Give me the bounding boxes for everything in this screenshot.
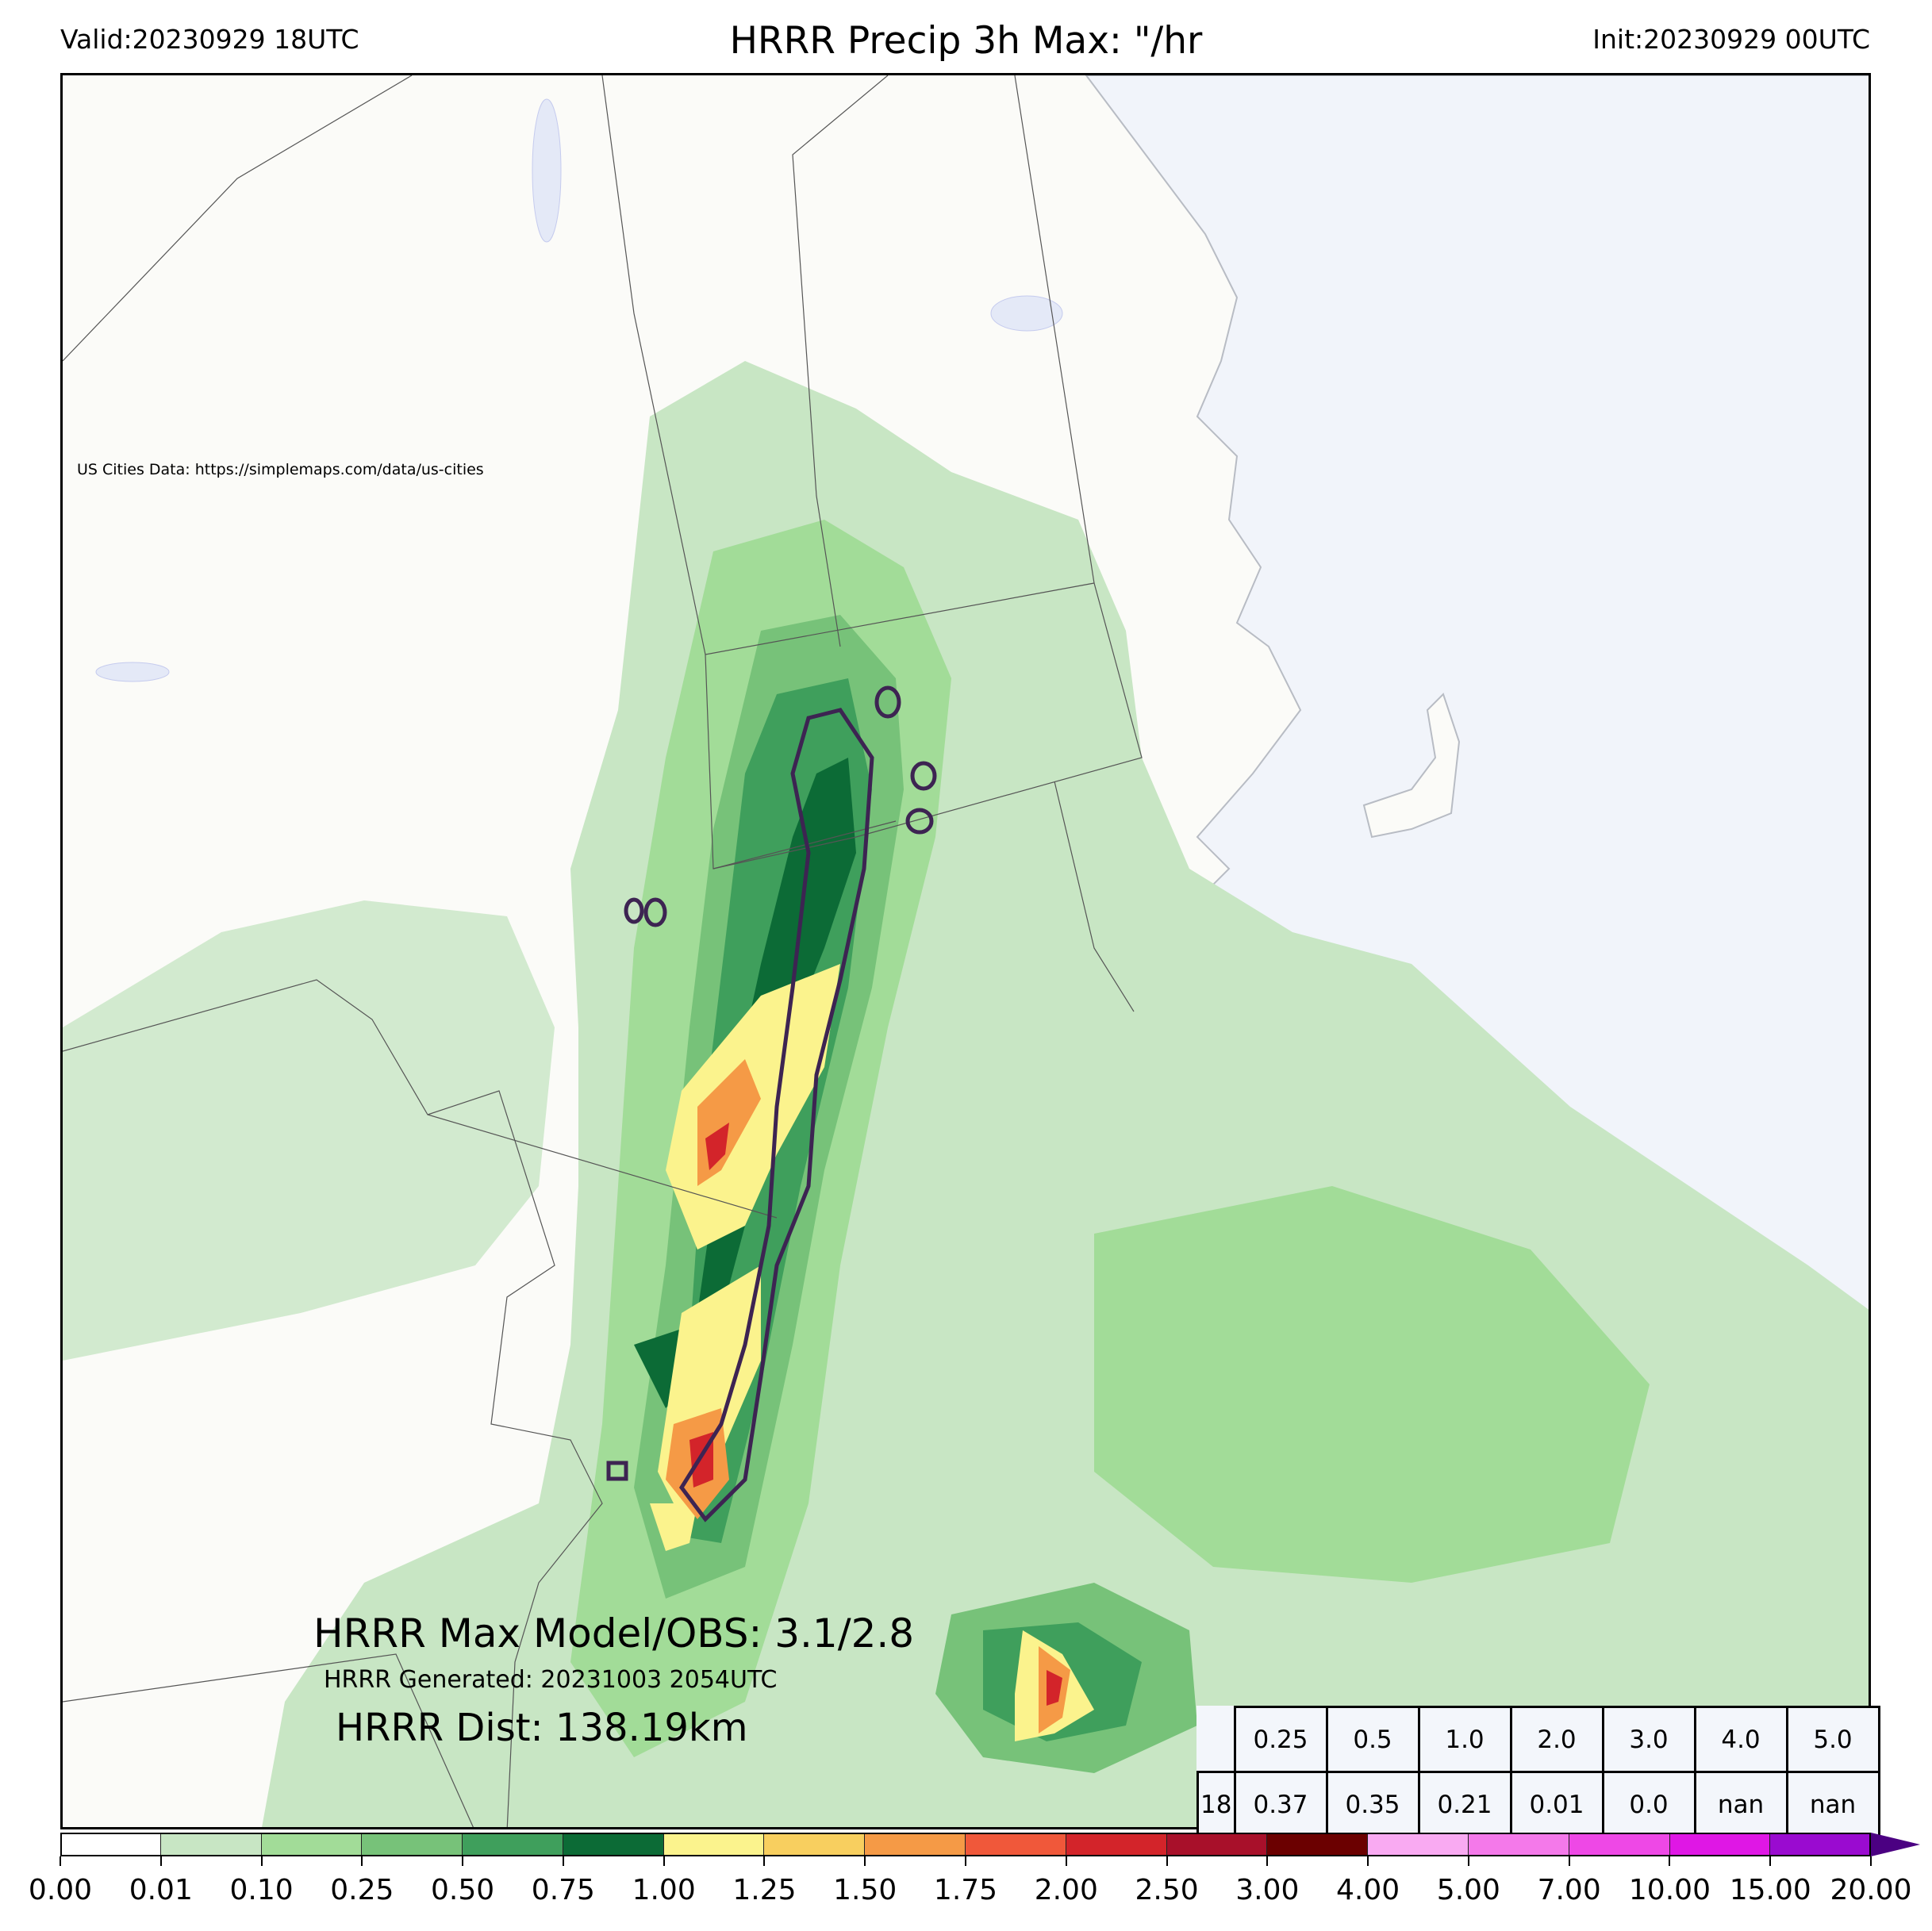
colorbar-segment	[1468, 1833, 1569, 1856]
colorbar-tick-label: 5.00	[1436, 1874, 1500, 1906]
colorbar-segment	[362, 1833, 463, 1856]
threshold-cell: 4.0	[1693, 1706, 1788, 1773]
row-label-cell: 18	[1196, 1771, 1236, 1838]
precip-map: US Cities Data: https://simplemaps.com/d…	[60, 73, 1871, 1829]
colorbar-tick	[1065, 1856, 1067, 1866]
threshold-cell: 0.5	[1325, 1706, 1420, 1773]
colorbar-tick	[1367, 1856, 1369, 1866]
valid-time: Valid:20230929 18UTC	[60, 24, 359, 55]
value-cell: 0.37	[1233, 1771, 1328, 1838]
colorbar	[60, 1833, 1872, 1856]
colorbar-segment	[1166, 1833, 1268, 1856]
colorbar-tick-label: 0.00	[28, 1874, 93, 1906]
value-cell: 0.0	[1601, 1771, 1696, 1838]
colorbar-extend-arrow	[1871, 1833, 1920, 1856]
precip-shading	[63, 361, 1869, 1827]
colorbar-tick-label: 1.50	[833, 1874, 897, 1906]
colorbar-segment	[1368, 1833, 1469, 1856]
colorbar-tick	[159, 1856, 162, 1866]
colorbar-tick-label: 0.75	[531, 1874, 595, 1906]
colorbar-tick-label: 10.00	[1628, 1874, 1711, 1906]
colorbar-tick-label: 3.00	[1235, 1874, 1300, 1906]
chart-title: HRRR Precip 3h Max: "/hr	[729, 19, 1203, 63]
colorbar-segment	[663, 1833, 765, 1856]
colorbar-segment	[463, 1833, 563, 1856]
value-row: 18 0.37 0.35 0.21 0.01 0.0 nan nan	[1196, 1771, 1880, 1838]
colorbar-tick	[1568, 1856, 1570, 1866]
colorbar-tick	[1769, 1856, 1772, 1866]
value-cell: 0.21	[1417, 1771, 1512, 1838]
colorbar-tick	[1467, 1856, 1469, 1866]
colorbar-tick-label: 0.10	[229, 1874, 294, 1906]
colorbar-tick-label: 20.00	[1830, 1874, 1912, 1906]
colorbar-tick-label: 1.25	[732, 1874, 797, 1906]
colorbar-segment	[1267, 1833, 1369, 1856]
colorbar-tick	[462, 1856, 464, 1866]
colorbar-tick	[965, 1856, 966, 1866]
threshold-row: 0.25 0.5 1.0 2.0 3.0 4.0 5.0	[1198, 1706, 1880, 1773]
cape-cod	[1362, 693, 1461, 839]
colorbar-tick-label: 1.75	[933, 1874, 998, 1906]
colorbar-segment	[261, 1833, 363, 1856]
colorbar-segment	[865, 1833, 966, 1856]
blank-cell	[1198, 1707, 1235, 1772]
threshold-cell: 5.0	[1785, 1706, 1880, 1773]
value-cell: nan	[1693, 1771, 1788, 1838]
colorbar-ticks: 0.00 0.01 0.10 0.25 0.50 0.75 1.00 1.25 1.50 1.75…	[0, 1856, 1932, 1931]
colorbar-segment	[1669, 1833, 1771, 1856]
data-credit: US Cities Data: https://simplemaps.com/d…	[77, 461, 484, 478]
lake-winnipesaukee	[990, 295, 1063, 332]
colorbar-tick-label: 1.00	[632, 1874, 696, 1906]
value-cell: nan	[1785, 1771, 1880, 1838]
threshold-cell: 0.25	[1233, 1706, 1328, 1773]
init-time: Init:20230929 00UTC	[1592, 24, 1870, 55]
value-cell: 0.01	[1509, 1771, 1604, 1838]
colorbar-tick	[60, 1856, 61, 1866]
colorbar-segment	[764, 1833, 866, 1856]
colorbar-tick	[1166, 1856, 1168, 1866]
value-cell: 0.35	[1325, 1771, 1420, 1838]
threshold-cell: 1.0	[1417, 1706, 1512, 1773]
colorbar-segment	[1066, 1833, 1167, 1856]
ny-lake	[95, 662, 170, 682]
colorbar-tick	[260, 1856, 263, 1866]
colorbar-segment	[160, 1833, 262, 1856]
colorbar-tick	[663, 1856, 665, 1866]
colorbar-frame	[60, 1833, 1871, 1856]
colorbar-tick	[361, 1856, 363, 1866]
colorbar-tick	[1870, 1856, 1872, 1866]
colorbar-tick	[1266, 1856, 1269, 1866]
colorbar-segment	[563, 1833, 664, 1856]
colorbar-tick	[562, 1856, 564, 1866]
observed-contour	[606, 685, 937, 1522]
colorbar-tick-label: 15.00	[1729, 1874, 1811, 1906]
colorbar-tick-label: 0.01	[129, 1874, 193, 1906]
lake-champlain	[532, 98, 562, 243]
colorbar-tick	[763, 1856, 766, 1866]
colorbar-tick-label: 4.00	[1336, 1874, 1400, 1906]
generated-label: HRRR Generated: 20231003 2054UTC	[324, 1666, 778, 1694]
threshold-cell: 2.0	[1509, 1706, 1604, 1773]
colorbar-tick-label: 7.00	[1537, 1874, 1601, 1906]
stats-table: 0.25 0.5 1.0 2.0 3.0 4.0 5.0 18 0.37 0.3…	[1196, 1706, 1880, 1838]
colorbar-tick-label: 0.50	[431, 1874, 495, 1906]
threshold-cell: 3.0	[1601, 1706, 1696, 1773]
max-model-obs-label: HRRR Max Model/OBS: 3.1/2.8	[313, 1610, 915, 1657]
state-borders	[63, 75, 1143, 1827]
colorbar-segment	[1569, 1833, 1670, 1856]
colorbar-tick-label: 0.25	[330, 1874, 394, 1906]
colorbar-tick	[864, 1856, 866, 1866]
colorbar-tick	[1669, 1856, 1671, 1866]
colorbar-tick-label: 2.50	[1135, 1874, 1199, 1906]
colorbar-segment	[966, 1833, 1066, 1856]
map-graphics	[63, 75, 1869, 1827]
distance-label: HRRR Dist: 138.19km	[336, 1706, 748, 1750]
colorbar-tick-label: 2.00	[1034, 1874, 1098, 1906]
colorbar-segment	[60, 1833, 161, 1856]
